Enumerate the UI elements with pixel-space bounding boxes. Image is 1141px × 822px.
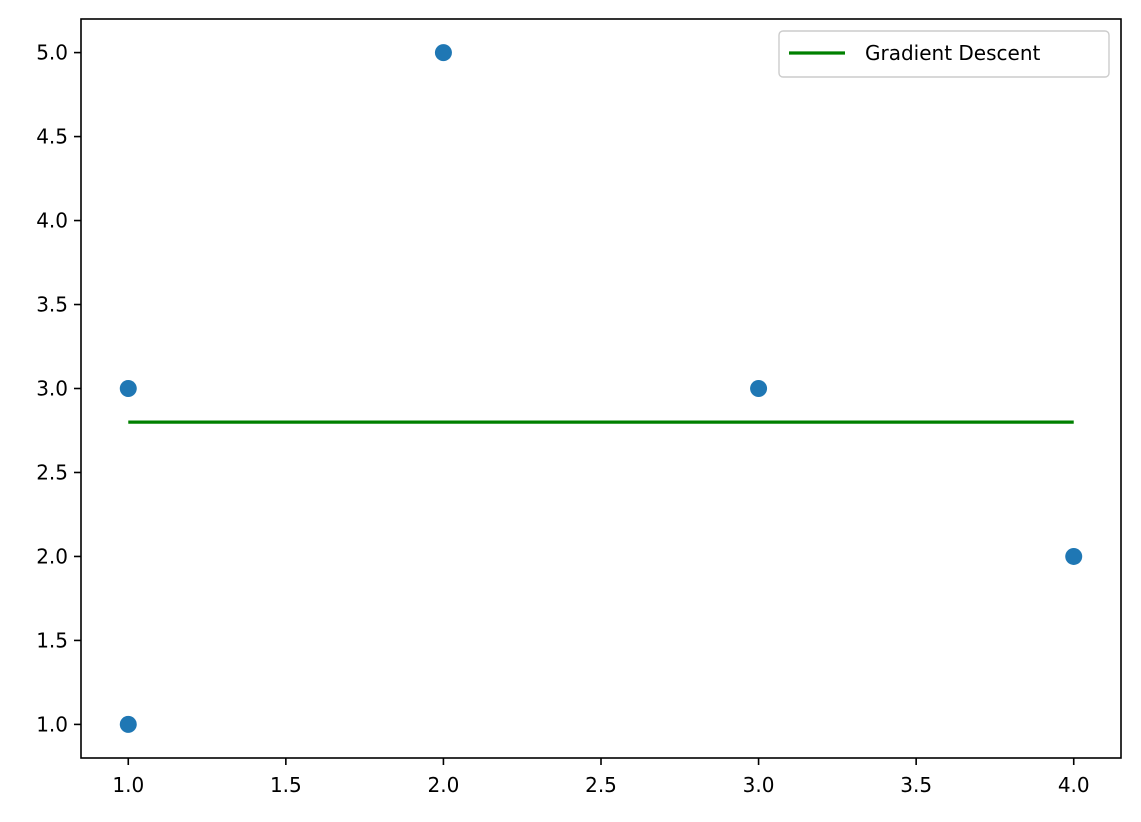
- x-tick-label: 3.5: [900, 773, 932, 797]
- legend: Gradient Descent: [778, 30, 1110, 78]
- y-tick-label: 2.5: [36, 460, 68, 484]
- y-tick-label: 2.0: [36, 544, 68, 568]
- y-tick-label: 3.0: [36, 377, 68, 401]
- data-point: [119, 715, 137, 733]
- y-tick-label: 3.5: [36, 293, 68, 317]
- y-axis: 1.0 1.5 2.0 2.5 3.0 3.5 4.0 4.5 5.0: [36, 41, 81, 736]
- x-tick-label: 1.5: [270, 773, 302, 797]
- y-tick-label: 4.0: [36, 209, 68, 233]
- data-point: [119, 380, 137, 397]
- x-tick-label: 2.5: [585, 773, 617, 797]
- plot-area: [81, 19, 1121, 758]
- x-tick-label: 4.0: [1058, 773, 1090, 797]
- data-point: [750, 380, 768, 397]
- legend-label: Gradient Descent: [865, 41, 1041, 65]
- y-tick-label: 1.0: [36, 712, 68, 736]
- data-point: [1065, 547, 1083, 565]
- x-tick-label: 3.0: [743, 773, 775, 797]
- plot-content: [119, 44, 1083, 733]
- legend-box: [778, 30, 1110, 78]
- x-axis: 1.0 1.5 2.0 2.5 3.0 3.5 4.0: [112, 758, 1090, 797]
- y-tick-label: 4.5: [36, 125, 68, 149]
- y-tick-label: 1.5: [36, 628, 68, 652]
- data-point: [434, 44, 452, 62]
- x-tick-label: 2.0: [428, 773, 460, 797]
- plot-frame: [80, 18, 1122, 759]
- y-tick-label: 5.0: [36, 41, 68, 65]
- x-tick-label: 1.0: [112, 773, 144, 797]
